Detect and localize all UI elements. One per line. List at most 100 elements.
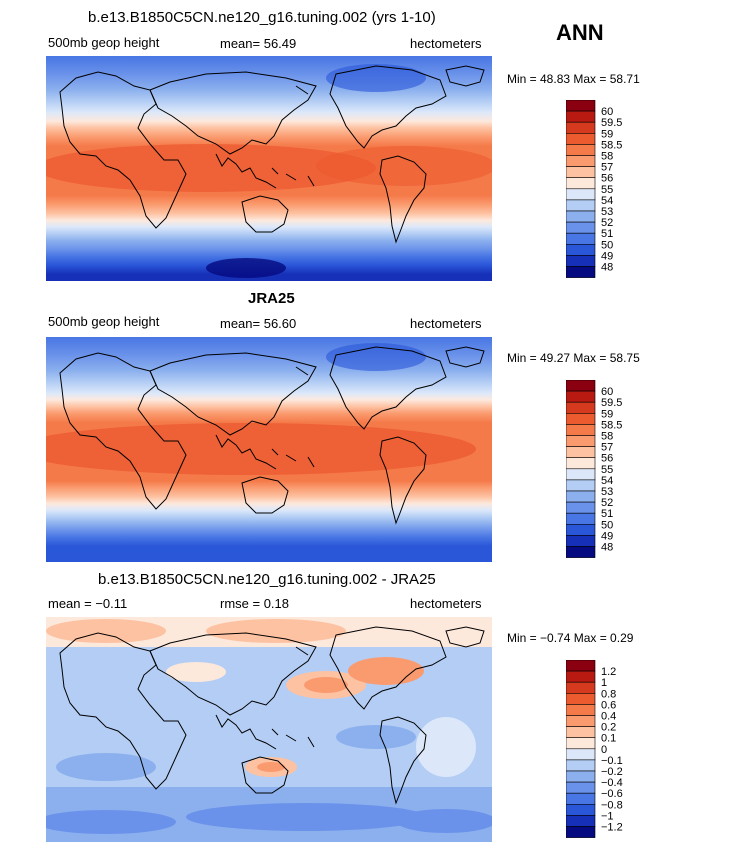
colorbar-label: 54: [601, 475, 613, 487]
coastlines: [59, 65, 485, 244]
panel2-title: JRA25: [248, 290, 295, 307]
colorbar-label: 49: [601, 250, 613, 262]
colorbar-swatch: [566, 121, 596, 134]
colorbar-label: 59: [601, 408, 613, 420]
colorbar-swatch: [566, 826, 596, 838]
colorbar-swatch: [566, 412, 596, 425]
colorbar-swatch: [566, 759, 596, 772]
colorbar-swatch: [566, 110, 596, 123]
colorbar-label: 52: [601, 217, 613, 229]
colorbar-swatch: [566, 424, 596, 436]
colorbar-swatch: [566, 692, 596, 705]
colorbar-label: 50: [601, 519, 613, 531]
colorbar-label: 53: [601, 206, 613, 218]
colorbar-label: 48: [601, 542, 613, 554]
colorbar-label: 55: [601, 464, 613, 476]
colorbar-swatch: [566, 781, 596, 794]
colorbar-label: 0: [601, 744, 607, 756]
colorbar-label: 56: [601, 453, 613, 465]
colorbar-label: 1: [601, 677, 607, 689]
panel1-map: [46, 56, 492, 281]
colorbar-swatch: [566, 512, 596, 525]
panel1-units: hectometers: [410, 36, 482, 51]
panel2-map: [46, 337, 492, 562]
colorbar-label: 51: [601, 508, 613, 520]
colorbar-swatch: [566, 155, 596, 167]
colorbar-label: 0.2: [601, 722, 616, 734]
colorbar-swatch: [566, 457, 596, 470]
colorbar-swatch: [566, 737, 596, 750]
panel2-mean: mean= 56.60: [220, 316, 297, 331]
panel1-title: b.e13.B1850C5CN.ne120_g16.tuning.002 (yr…: [88, 9, 436, 26]
colorbar-swatch: [566, 804, 596, 816]
colorbar-swatch: [566, 380, 596, 392]
panel1-mean: mean= 56.49: [220, 36, 297, 51]
colorbar-swatch: [566, 524, 596, 536]
colorbar-swatch: [566, 177, 596, 190]
colorbar-swatch: [566, 100, 596, 112]
colorbar-label: 50: [601, 239, 613, 251]
panel3-rmse: rmse = 0.18: [220, 596, 290, 611]
colorbar-swatch: [566, 266, 596, 278]
colorbar-swatch: [566, 546, 596, 558]
colorbar-swatch: [566, 401, 596, 414]
colorbar-swatch: [566, 144, 596, 156]
colorbar-swatch: [566, 792, 596, 805]
colorbar-label: 60: [601, 386, 613, 398]
panel3-mean: mean = −0.11: [48, 596, 128, 611]
colorbar-swatch: [566, 535, 596, 547]
colorbar-swatch: [566, 232, 596, 245]
colorbar-swatch: [566, 166, 596, 178]
colorbar-label: 54: [601, 195, 613, 207]
colorbar-label: −0.6: [601, 788, 623, 800]
panel1-minmax: Min = 48.83 Max = 58.71: [507, 72, 640, 86]
colorbar-swatch: [566, 815, 596, 827]
panel2-minmax: Min = 49.27 Max = 58.75: [507, 351, 640, 365]
colorbar-swatch: [566, 188, 596, 201]
panel3-map: [46, 617, 492, 842]
colorbar-label: 55: [601, 184, 613, 196]
colorbar-label: −1: [601, 810, 614, 822]
colorbar-label: 51: [601, 228, 613, 240]
colorbar-swatch: [566, 210, 596, 223]
colorbar-swatch: [566, 681, 596, 694]
colorbar-swatch: [566, 446, 596, 458]
colorbar-label: 1.2: [601, 666, 616, 678]
panel2-units: hectometers: [410, 316, 482, 331]
colorbar-label: 0.4: [601, 711, 616, 723]
panel3-minmax: Min = −0.74 Max = 0.29: [507, 631, 634, 645]
panel2-left-label: 500mb geop height: [48, 314, 160, 329]
colorbar-swatch: [566, 479, 596, 492]
colorbar-label: 60: [601, 106, 613, 118]
colorbar-swatch: [566, 221, 596, 234]
colorbar-label: −1.2: [601, 822, 623, 834]
colorbar-swatch: [566, 660, 596, 672]
colorbar-label: 53: [601, 486, 613, 498]
panel3-colorbar: 1.210.80.60.40.20.10−0.1−0.2−0.4−0.6−0.8…: [566, 660, 623, 838]
colorbar-swatch: [566, 468, 596, 481]
colorbar-swatch: [566, 670, 596, 683]
season-label: ANN: [556, 20, 604, 45]
colorbar-swatch: [566, 132, 596, 145]
panel3-units: hectometers: [410, 596, 482, 611]
panel1-left-label: 500mb geop height: [48, 35, 160, 50]
colorbar-label: 56: [601, 173, 613, 185]
colorbar-swatch: [566, 770, 596, 783]
colorbar-swatch: [566, 704, 596, 716]
colorbar-label: 57: [601, 442, 613, 454]
colorbar-swatch: [566, 244, 596, 256]
colorbar-swatch: [566, 726, 596, 738]
colorbar-label: −0.8: [601, 799, 623, 811]
colorbar-label: −0.2: [601, 766, 623, 778]
colorbar-label: 59: [601, 128, 613, 140]
colorbar-label: 58: [601, 151, 613, 163]
colorbar-label: 0.6: [601, 699, 616, 711]
panel3-title: b.e13.B1850C5CN.ne120_g16.tuning.002 - J…: [98, 571, 436, 588]
colorbar-swatch: [566, 390, 596, 403]
colorbar-label: 58: [601, 431, 613, 443]
colorbar-label: −0.1: [601, 755, 623, 767]
colorbar-label: 59.5: [601, 397, 622, 409]
colorbar-swatch: [566, 715, 596, 727]
